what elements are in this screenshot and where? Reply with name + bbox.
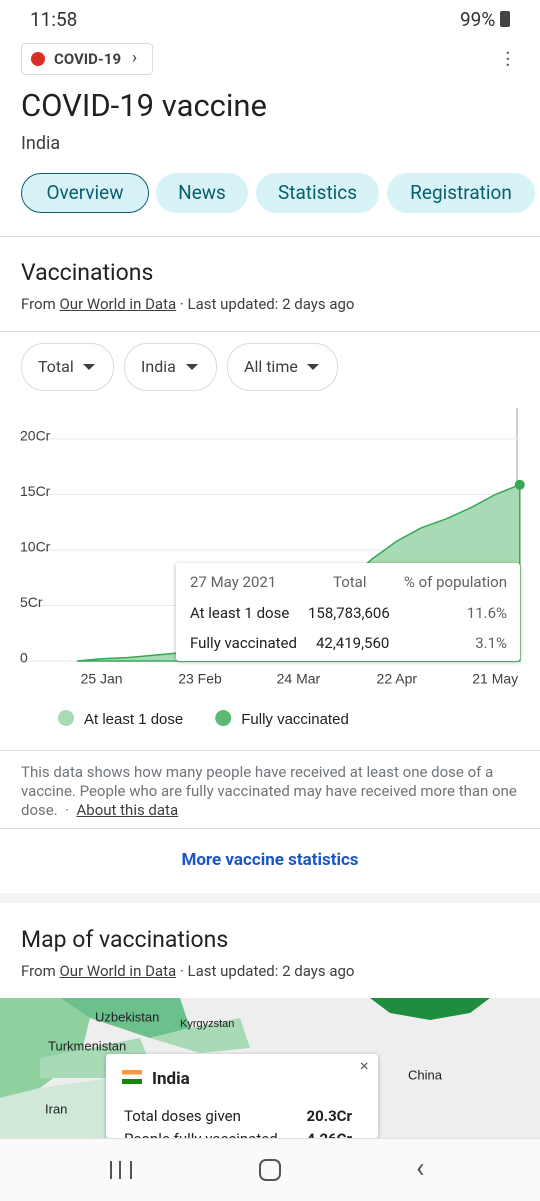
page-title: COVID-19 vaccine <box>21 87 267 124</box>
updated-text: · Last updated: 2 days ago <box>179 295 355 313</box>
status-time: 11:58 <box>30 8 78 31</box>
tab[interactable]: Statistics <box>256 173 379 213</box>
page-subtitle: India <box>21 133 61 154</box>
section-heading: Map of vaccinations <box>21 926 229 953</box>
tab[interactable]: Overview <box>21 173 149 213</box>
source-link[interactable]: Our World in Data <box>59 962 177 980</box>
home-button[interactable] <box>259 1159 281 1181</box>
chart-tooltip: 27 May 2021 Total % of population At lea… <box>176 563 520 661</box>
x-tick-label: 24 Mar <box>277 671 321 687</box>
tooltip-row-label: Fully vaccinated <box>190 634 297 652</box>
tooltip-header: % of population <box>403 573 507 591</box>
legend-label: At least 1 dose <box>84 711 183 728</box>
tooltip-header: Total <box>333 573 367 591</box>
x-tick-label: 25 Jan <box>81 671 123 687</box>
filter-label: India <box>141 357 176 376</box>
note-text: This data shows how many people have rec… <box>21 763 517 819</box>
x-tick-label: 23 Feb <box>178 671 222 687</box>
battery-level: 99% <box>460 8 496 31</box>
map-label: Uzbekistan <box>95 1009 159 1024</box>
legend-label: Fully vaccinated <box>241 711 349 728</box>
y-tick-label: 15Cr <box>20 483 51 499</box>
section-heading: Vaccinations <box>21 259 154 286</box>
y-tick-label: 0 <box>20 650 28 666</box>
map-label: Turkmenistan <box>48 1038 126 1053</box>
battery-icon <box>500 11 510 27</box>
virus-icon <box>31 52 45 66</box>
popup-value: 4.26Cr <box>307 1130 352 1138</box>
map-label: China <box>408 1067 443 1082</box>
back-button[interactable]: ‹ <box>416 1151 425 1184</box>
tooltip-row-label: At least 1 dose <box>190 604 290 622</box>
filter-dropdown[interactable]: India <box>124 343 217 391</box>
tab[interactable]: Registration <box>387 173 535 213</box>
source-prefix: From <box>21 962 56 980</box>
y-tick-label: 5Cr <box>20 594 43 610</box>
y-tick-label: 20Cr <box>20 428 51 444</box>
about-link[interactable]: About this data <box>76 801 179 819</box>
hover-point <box>514 479 525 490</box>
map-region <box>370 998 490 1020</box>
filter-dropdown[interactable]: All time <box>227 343 338 391</box>
source-line: From Our World in Data · Last updated: 2… <box>21 295 354 313</box>
y-tick-label: 10Cr <box>20 539 51 555</box>
tooltip-total: 158,783,606 <box>308 604 390 622</box>
chip-label: COVID-19 <box>54 50 122 68</box>
map-region <box>60 998 190 1038</box>
x-tick-label: 22 Apr <box>377 671 418 687</box>
legend-swatch <box>215 710 232 726</box>
updated-text: · Last updated: 2 days ago <box>179 962 355 980</box>
source-prefix: From <box>21 295 56 313</box>
map-region <box>0 998 90 1098</box>
tooltip-pct: 3.1% <box>475 634 507 652</box>
popup-title: India <box>152 1069 190 1089</box>
divider <box>0 750 540 751</box>
tooltip-date: 27 May 2021 <box>190 573 277 591</box>
divider <box>0 828 540 829</box>
tab[interactable]: News <box>156 173 248 213</box>
map-label: Kyrgyzstan <box>180 1018 234 1030</box>
more-menu[interactable]: · · · <box>505 42 511 79</box>
divider <box>0 236 540 237</box>
filter-label: All time <box>244 357 298 376</box>
x-tick-label: 21 May <box>472 671 518 687</box>
popup-close[interactable]: × <box>360 1056 369 1075</box>
topic-chip[interactable]: COVID-19 › <box>21 43 153 75</box>
source-link[interactable]: Our World in Data <box>59 295 177 313</box>
tooltip-pct: 11.6% <box>466 604 507 622</box>
legend-swatch <box>58 710 74 726</box>
data-note: This data shows how many people have rec… <box>21 763 517 819</box>
map-region <box>0 1078 120 1138</box>
divider <box>0 331 540 332</box>
source-line: From Our World in Data · Last updated: 2… <box>21 962 354 980</box>
popup-label: Total doses given <box>124 1107 241 1125</box>
filter-label: Total <box>38 357 74 376</box>
more-stats-link[interactable]: More vaccine statistics <box>181 850 359 870</box>
recent-apps-button[interactable] <box>110 1161 132 1179</box>
flag-icon <box>122 1070 142 1084</box>
filter-dropdown[interactable]: Total <box>21 343 114 391</box>
tooltip-total: 42,419,560 <box>316 634 390 652</box>
map-label: Iran <box>45 1101 67 1116</box>
popup-label: People fully vaccinated <box>124 1130 278 1138</box>
map-popup: India × Total doses given 20.3Cr People … <box>106 1054 378 1138</box>
nav-bar: ‹ <box>0 1138 540 1201</box>
section-gap <box>0 893 540 903</box>
chip-arrow: › <box>132 48 138 68</box>
map-region <box>150 1018 250 1053</box>
popup-value: 20.3Cr <box>306 1107 352 1125</box>
